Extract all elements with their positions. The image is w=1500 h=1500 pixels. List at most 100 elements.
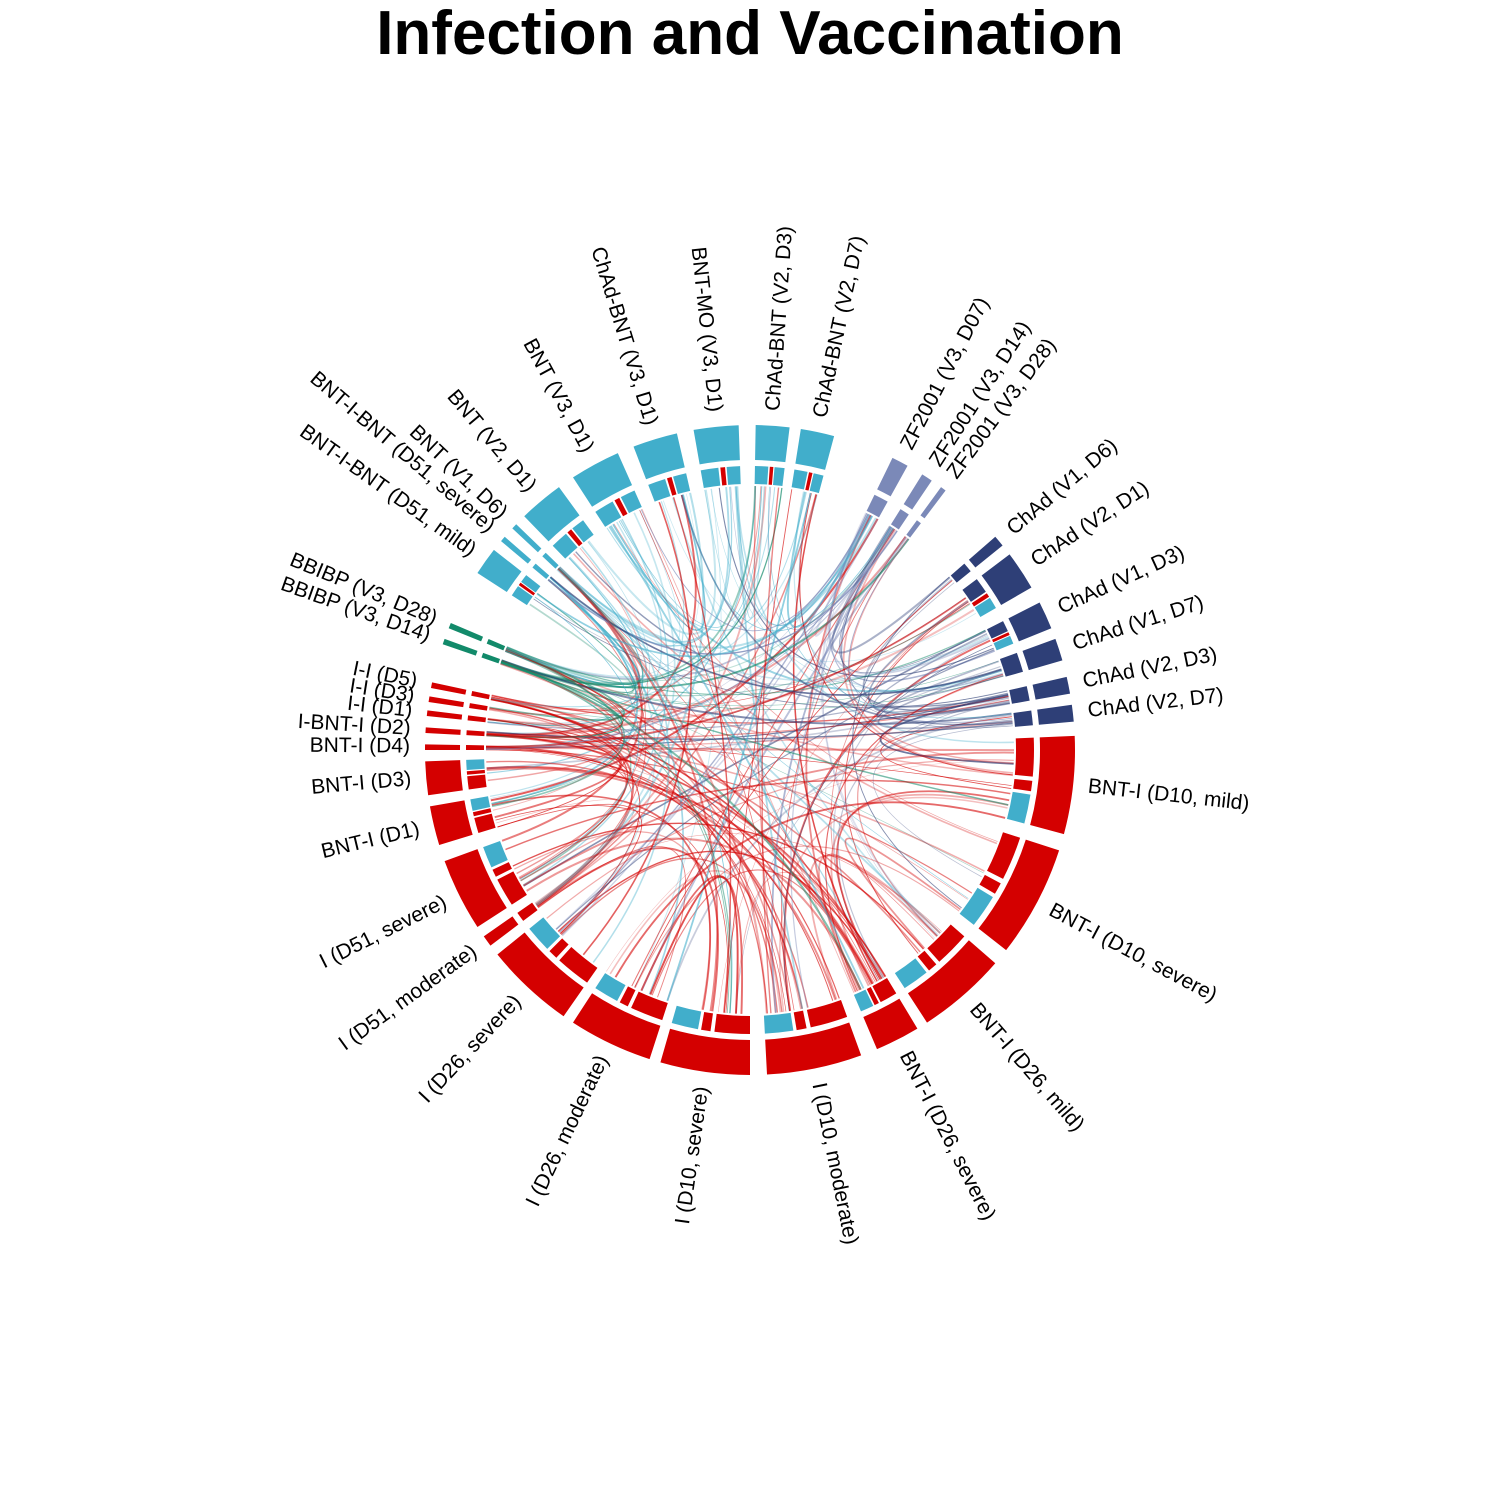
ribbon (781, 536, 906, 1012)
inner-segment-chad-bnt-v3-d1-0 (648, 478, 671, 502)
ribbon (779, 796, 1008, 1012)
inner-segment-chad-v1-d7-0 (999, 652, 1023, 677)
ribbon (634, 488, 722, 988)
ribbon (640, 509, 869, 632)
ribbon (805, 514, 872, 993)
inner-segment-zf2001-v3-d28-0 (906, 520, 921, 538)
sector-chad-bnt-v2-d3 (755, 425, 790, 463)
inner-segment-chad-bnt-v2-d3-0 (754, 466, 769, 485)
inner-segment-chad-v1-d3-0 (987, 621, 1008, 639)
ribbon (489, 486, 762, 716)
ribbon (704, 486, 762, 620)
inner-segment-bnt-v3-d1-1 (614, 497, 628, 517)
sector-chad-v1-d6 (968, 536, 1003, 568)
inner-segment-i-d10-moderate-2 (763, 1012, 794, 1034)
ribbon (486, 747, 834, 1001)
ribbon (490, 698, 840, 999)
inner-segment-i-i-d3-0 (469, 703, 488, 711)
ribbon (558, 568, 876, 983)
inner-segment-bnt-i-d10-severe-0 (987, 832, 1021, 879)
inner-segment-chad-bnt-v2-d7-0 (791, 469, 808, 490)
ribbon (487, 541, 651, 724)
ribbon (730, 486, 869, 626)
ribbon (505, 556, 647, 685)
ribbon (735, 486, 870, 626)
inner-segment-bbibp-v3-d28-0 (486, 639, 506, 651)
ribbon (522, 751, 1014, 887)
inner-segment-i-i-d5-0 (471, 690, 490, 700)
inner-segment-bnt-i-d26-severe-2 (853, 989, 874, 1012)
inner-segment-i-d26-severe-2 (529, 917, 561, 949)
ribbon (863, 582, 1008, 707)
sector-i-i-d1 (426, 710, 463, 720)
sector-chad-v2-d7 (1037, 704, 1074, 725)
sector-i-d26-severe (497, 932, 584, 1017)
ribbon (672, 497, 732, 1013)
ribbon (505, 528, 894, 682)
sector-i-bnt-i-d2 (425, 727, 461, 735)
ribbon (520, 820, 641, 907)
ribbon (829, 512, 1003, 693)
sector-label-i-d10-moderate: I (D10, moderate) (807, 1081, 862, 1247)
ribbon (485, 749, 787, 1012)
inner-segment-bnt-i-d10-mild-1 (1013, 778, 1033, 792)
label-layer: BNT-I (D10, mild)BNT-I (D10, severe)BNT-… (278, 225, 1251, 1246)
sector-label-chad-v2-d3: ChAd (V2, D3) (1081, 643, 1219, 693)
ribbon (486, 735, 884, 979)
inner-segment-bnt-i-d26-mild-2 (894, 958, 927, 989)
inner-segment-i-bnt-i-d2-0 (466, 730, 485, 737)
inner-segment-chad-v2-d3-0 (1009, 686, 1030, 704)
ribbon (526, 837, 862, 991)
ribbon (556, 569, 989, 682)
ribbon (790, 527, 894, 1008)
inner-segment-i-d51-severe-1 (492, 862, 512, 877)
inner-segment-bnt-i-d10-mild-2 (1006, 791, 1031, 824)
inner-segment-bnt-i-bnt-d51-severe-0 (532, 563, 550, 580)
ribbon (639, 509, 795, 1011)
inner-segment-chad-bnt-v2-d3-1 (768, 466, 774, 485)
ribbon (497, 803, 643, 935)
ribbon (505, 779, 1011, 851)
chart-title: Infection and Vaccination (376, 0, 1124, 68)
ribbon (842, 529, 1014, 774)
inner-segment-bnt-mo-v3-d1-1 (720, 467, 727, 486)
ribbon (558, 517, 877, 649)
ribbon (486, 733, 627, 875)
sector-chad-v2-d1 (981, 554, 1032, 605)
ribbon (512, 822, 924, 950)
ribbon (879, 693, 1014, 765)
sector-zf2001-v3-d14 (903, 474, 932, 510)
ribbon (618, 486, 763, 628)
sector-label-bnt-i-d26-severe: BNT-I (D26, severe) (895, 1047, 1000, 1224)
inner-segment-i-d26-moderate-0 (631, 991, 668, 1021)
sector-i-d26-moderate (572, 993, 661, 1060)
ribbon (555, 536, 907, 930)
inner-segment-i-d51-severe-0 (497, 871, 527, 905)
ribbon (771, 526, 892, 1013)
sector-label-i-d10-severe: I (D10, severe) (671, 1085, 713, 1226)
ribbon (557, 568, 941, 934)
ribbon (535, 492, 705, 907)
sector-chad-v2-d3 (1032, 676, 1071, 700)
ribbon (609, 870, 782, 1013)
inner-segment-bnt-i-bnt-d51-mild-1 (518, 582, 536, 596)
inner-segment-bnt-i-bnt-d51-mild-2 (521, 575, 541, 593)
sector-i-d10-moderate (765, 1022, 862, 1075)
inner-segment-bnt-i-d10-severe-2 (959, 887, 993, 925)
ribbon (640, 875, 743, 1014)
ribbon (582, 501, 693, 956)
ribbon (619, 519, 884, 979)
ribbon (640, 536, 908, 992)
ribbon (736, 698, 1009, 1014)
sector-chad-bnt-v3-d1 (633, 433, 685, 480)
ribbon (572, 553, 998, 845)
ribbon (489, 707, 629, 880)
ribbon (486, 722, 1013, 740)
ribbon (535, 579, 647, 905)
inner-segment-i-d10-severe-2 (671, 1005, 702, 1030)
ribbon (867, 600, 1011, 716)
sector-bnt-i-d1 (429, 800, 473, 846)
sector-bbibp-v3-d28 (448, 623, 484, 642)
ribbon (486, 494, 697, 736)
inner-segment-bnt-i-d1-2 (470, 796, 491, 811)
